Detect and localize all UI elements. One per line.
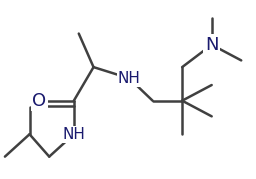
Text: N: N — [205, 36, 218, 54]
Text: O: O — [32, 92, 46, 110]
Text: NH: NH — [62, 127, 85, 142]
Text: NH: NH — [118, 71, 141, 86]
